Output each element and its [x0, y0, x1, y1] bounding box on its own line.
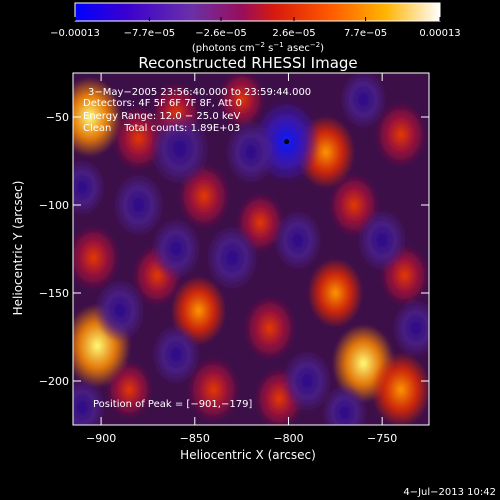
colorbar-tick-label: 0.00013	[419, 28, 460, 39]
heatmap-cold-spot	[392, 298, 429, 358]
heatmap-hot-spot	[375, 102, 427, 167]
colorbar: −0.00013 −7.7e−05 −2.6e−05 2.6e−05 7.7e−05 0.…	[50, 2, 461, 54]
heatmap-cold-spot	[225, 120, 277, 185]
heatmap-cold-spot	[151, 324, 201, 385]
heatmap-cold-spot	[357, 208, 408, 272]
heatmap-area	[73, 73, 429, 425]
heatmap-cold-spot	[112, 172, 165, 238]
axis-ticks	[73, 73, 429, 425]
peak-marker	[284, 139, 290, 145]
x-tick-label: −850	[180, 432, 210, 445]
annotation-total-counts: Clean Total counts: 1.89E+03	[83, 123, 240, 134]
x-tick-label: −900	[86, 432, 116, 445]
y-tick-label: −150	[39, 287, 69, 300]
axis-tick-labels: −900 −850 −800 −750 −50 −100 −150 −200	[39, 111, 397, 445]
colorbar-tick-label: −2.6e−05	[195, 28, 247, 39]
y-tick-label: −200	[39, 375, 69, 388]
heatmap-hot-spot	[187, 357, 240, 422]
x-tick-label: −800	[273, 432, 303, 445]
heatmap-cold-spot	[282, 349, 333, 413]
annotation-block: 3−May−2005 23:56:40.000 to 23:59:44.000 …	[83, 87, 311, 134]
x-axis-label: Heliocentric X (arcsec)	[180, 448, 316, 462]
colorbar-tick-label: 2.6e−05	[272, 28, 315, 39]
heatmap-hot-spot	[307, 258, 364, 328]
peak-position-label: Position of Peak = [−901,−179]	[93, 399, 252, 410]
plot-frame	[72, 72, 430, 426]
colorbar-tick-label: 7.7e−05	[344, 28, 387, 39]
y-tick-label: −100	[39, 199, 69, 212]
heatmap-cold-spot	[321, 384, 368, 425]
colorbar-tick-label: −0.00013	[50, 28, 100, 39]
chart-title: Reconstructed RHESSI Image	[138, 54, 357, 72]
heatmap-hot-spot	[73, 225, 120, 290]
heatmap-hot-spot	[106, 361, 153, 419]
y-axis-label: Heliocentric Y (arcsec)	[11, 181, 25, 316]
annotation-time-range: 3−May−2005 23:56:40.000 to 23:59:44.000	[88, 87, 311, 98]
heatmap-hot-spot	[371, 352, 429, 425]
heatmap-cold-spot	[205, 224, 259, 291]
heatmap-cold-spot	[149, 111, 210, 187]
annotation-detectors: Detectors: 4F 5F 6F 7F 8F, Att 0	[83, 98, 242, 109]
heatmap-cold-spot	[339, 73, 388, 129]
heatmap-hot-spot	[218, 73, 265, 129]
x-tick-label: −750	[367, 432, 397, 445]
y-tick-label: −50	[46, 111, 69, 124]
heatmap-hot-spot	[244, 296, 296, 361]
heatmap-cold-spot	[273, 209, 323, 271]
colorbar-unit-label: (photons cm−2 s−1 asec−2)	[192, 41, 324, 54]
heatmap-cold-spot	[151, 217, 202, 281]
annotation-energy-range: Energy Range: 12.0 − 25.0 keV	[83, 111, 240, 122]
heatmap-hot-spot	[73, 77, 122, 157]
colorbar-strip	[74, 2, 441, 22]
heatmap-cold-spot	[94, 278, 146, 343]
footer-date: 4−Jul−2013 10:42	[403, 487, 496, 498]
heatmap-cold-spot	[73, 158, 106, 217]
heatmap-cold-spot	[73, 377, 106, 425]
colorbar-tick-label: −7.7e−05	[124, 28, 176, 39]
